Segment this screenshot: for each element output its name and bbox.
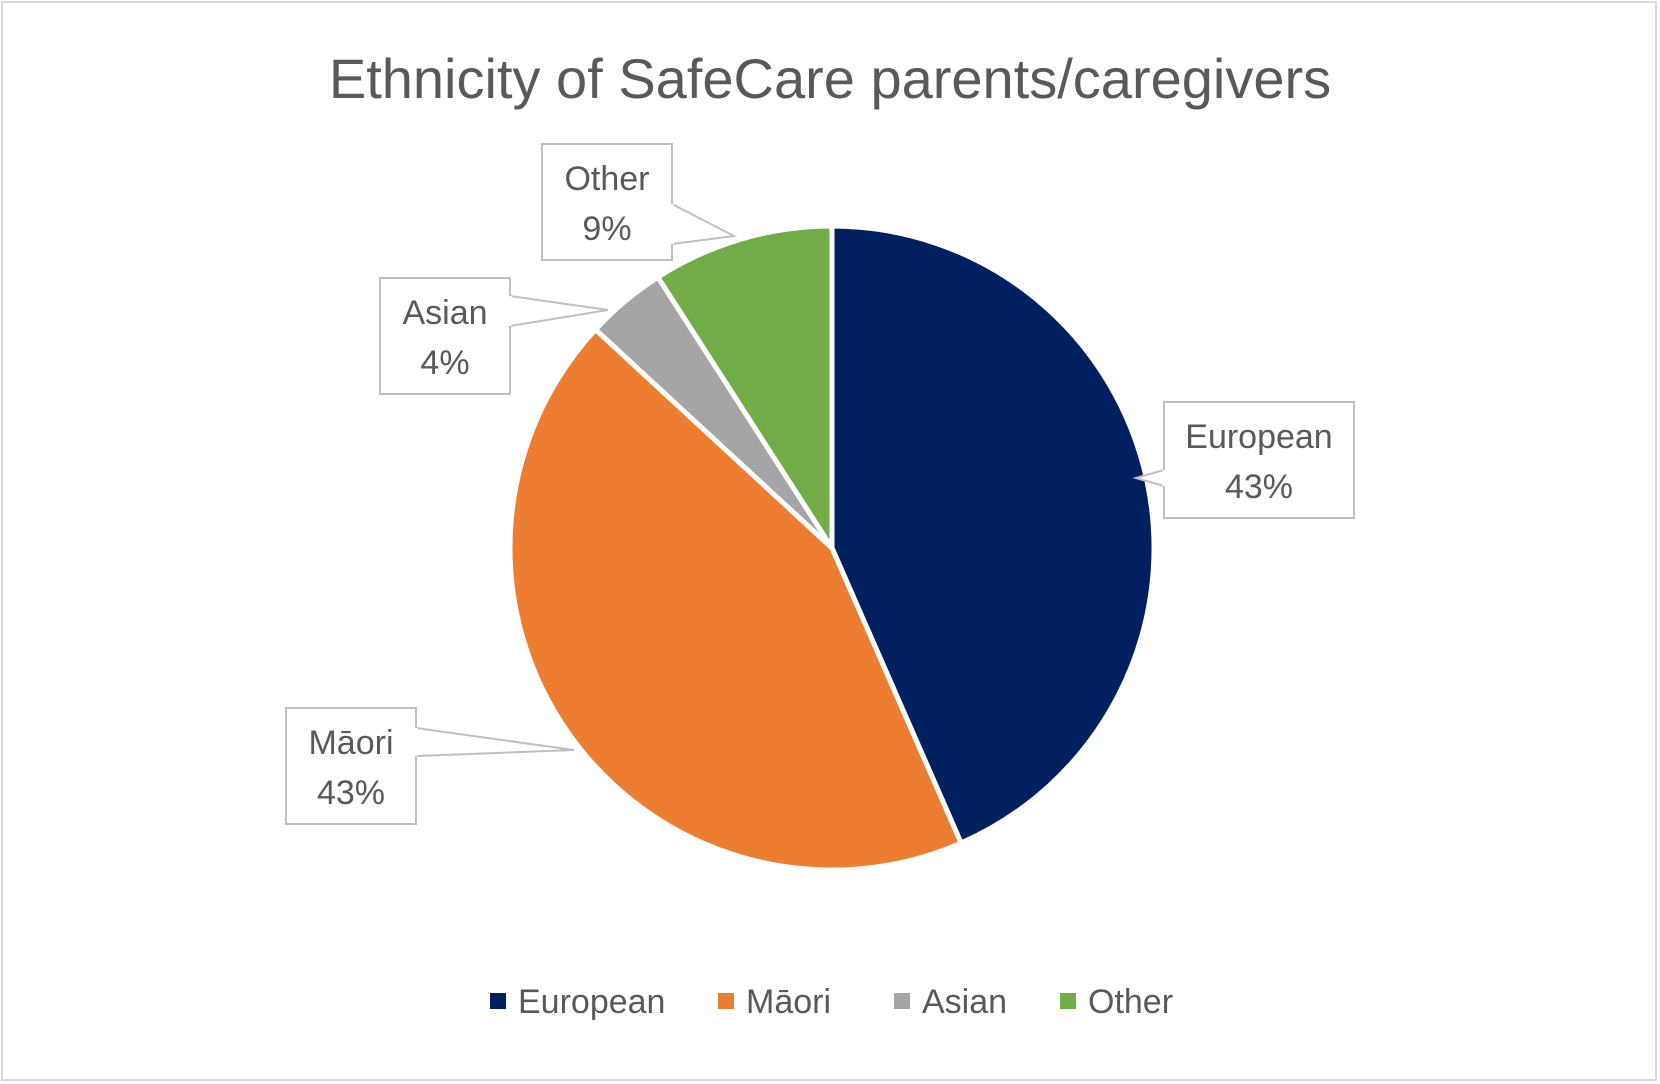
data-label-callouts: European 43% Māori 43% Asian 4% Other 9% xyxy=(285,143,1355,825)
callout-box xyxy=(285,707,417,825)
legend-swatch xyxy=(718,993,734,1009)
legend-swatch xyxy=(1060,993,1076,1009)
data-label-category: Māori xyxy=(308,724,393,762)
pie-slice-maori xyxy=(507,327,964,873)
data-label-category: Other xyxy=(564,160,649,198)
legend-label: Māori xyxy=(746,983,831,1021)
pie-slice-other xyxy=(655,223,835,551)
callout-other: Other 9% xyxy=(541,143,738,261)
data-label-category: Asian xyxy=(402,294,487,332)
legend-item-asian: Asian xyxy=(894,983,1007,1021)
legend-item-other: Other xyxy=(1060,983,1173,1021)
legend-swatch xyxy=(490,993,506,1009)
callout-box xyxy=(541,143,673,261)
callout-box xyxy=(379,277,511,395)
data-label-value: 4% xyxy=(420,344,469,382)
data-label-value: 9% xyxy=(582,210,631,248)
pie-slices xyxy=(507,223,1157,873)
data-label-value: 43% xyxy=(1225,468,1293,506)
legend-swatch xyxy=(894,993,910,1009)
chart-title: Ethnicity of SafeCare parents/caregivers xyxy=(329,47,1331,110)
callout-box xyxy=(1163,401,1355,519)
callout-asian: Asian 4% xyxy=(379,277,609,395)
legend: European Māori Asian Other xyxy=(490,983,1173,1021)
legend-label: Other xyxy=(1088,983,1173,1021)
callout-pointer xyxy=(509,295,609,327)
callout-pointer xyxy=(1132,469,1165,487)
data-label-value: 43% xyxy=(317,774,385,812)
data-label-category: European xyxy=(1185,418,1332,456)
legend-label: Asian xyxy=(922,983,1007,1021)
callout-maori: Māori 43% xyxy=(285,707,575,825)
legend-item-european: European xyxy=(490,983,665,1021)
legend-label: European xyxy=(518,983,665,1021)
callout-european: European 43% xyxy=(1132,401,1355,519)
callout-pointer xyxy=(671,203,738,245)
legend-item-maori: Māori xyxy=(718,983,831,1021)
callout-pointer xyxy=(415,727,575,757)
